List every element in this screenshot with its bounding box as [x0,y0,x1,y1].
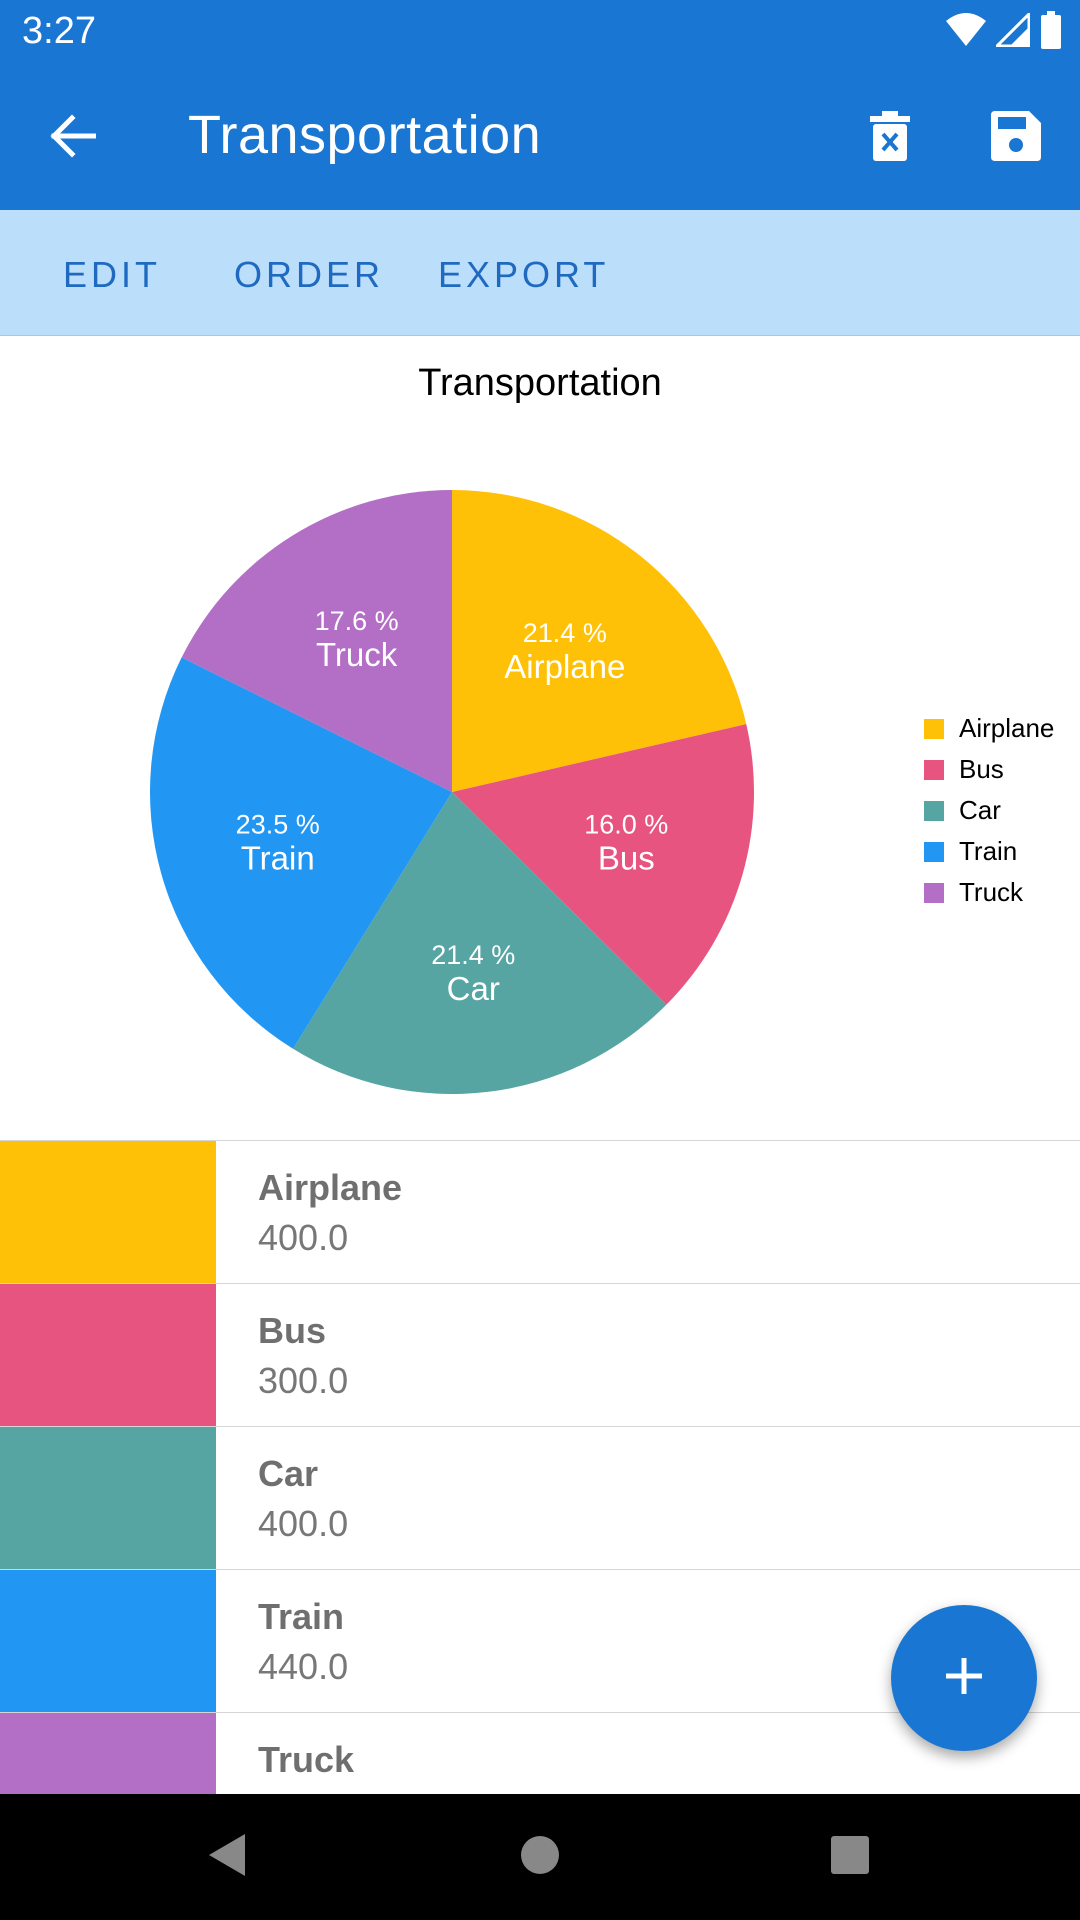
tab-edit[interactable]: EDIT [63,254,162,295]
save-button[interactable] [978,100,1054,176]
item-value: 300.0 [258,1360,349,1401]
item-name: Train [258,1596,345,1637]
nav-recent-icon [830,1835,870,1880]
legend-swatch [924,759,944,780]
signal-icon [993,9,1031,52]
legend-label: Bus [959,754,1004,784]
arrow-left-icon [48,113,97,163]
chart-area: Transportation 21.4 % Airplane 16.0 % Bus 21… [0,336,1080,1140]
chart-legend: Airplane Bus Car Train Truck [924,708,1054,913]
item-name: Car [258,1453,319,1494]
legend-label: Truck [959,877,1024,907]
slice-name-label: Bus [598,840,655,877]
status-bar: 3:27 [0,0,1080,64]
legend-swatch [924,882,944,903]
legend-swatch [924,841,944,862]
delete-icon [870,110,910,166]
pie-slice-truck[interactable] [181,490,452,792]
slice-name-label: Airplane [504,648,625,685]
pie-slice-bus[interactable] [452,724,754,1005]
nav-home-icon [520,1835,560,1880]
app-bar: Transportation [0,64,1080,210]
legend-label: Airplane [959,713,1055,743]
legend-item: Airplane [924,708,1054,749]
legend-item: Bus [924,749,1054,790]
legend-swatch [924,800,944,821]
status-icons [946,9,1062,54]
color-swatch [0,1141,216,1283]
data-list: Airplane 400.0 Bus 300.0 Car 400.0 Train 440.0 T… [0,1140,1080,1855]
list-item[interactable]: Bus 300.0 [0,1283,1080,1426]
page-title: Transportation [188,105,542,165]
battery-icon [1040,10,1062,54]
slice-percent-label: 23.5 % [236,810,320,840]
nav-home-button[interactable] [505,1822,575,1892]
legend-item: Truck [924,872,1054,913]
tab-order[interactable]: ORDER [234,254,385,295]
slice-name-label: Train [241,840,315,877]
item-value: 400.0 [258,1503,349,1544]
plus-icon [944,1656,984,1701]
slice-percent-label: 17.6 % [315,606,399,636]
legend-item: Car [924,790,1054,831]
tab-bar: EDIT ORDER EXPORT [0,210,1080,336]
pie-slice-train[interactable] [149,657,452,1049]
system-nav-bar [0,1794,1080,1920]
item-name: Airplane [258,1167,403,1208]
color-swatch [0,1284,216,1426]
color-swatch [0,1427,216,1569]
legend-label: Car [959,795,1001,825]
legend-label: Train [959,836,1018,866]
nav-back-icon [207,1832,247,1883]
slice-percent-label: 21.4 % [523,618,607,648]
nav-recent-button[interactable] [815,1822,885,1892]
add-item-button[interactable] [891,1605,1037,1751]
list-item[interactable]: Airplane 400.0 [0,1140,1080,1283]
color-swatch [0,1570,216,1712]
slice-name-label: Truck [316,636,398,673]
pie-slice-car[interactable] [293,792,667,1094]
item-value: 440.0 [258,1646,349,1687]
item-name: Truck [258,1739,355,1780]
list-item[interactable]: Car 400.0 [0,1426,1080,1569]
item-value: 400.0 [258,1217,349,1258]
pie-slice-airplane[interactable] [452,490,747,792]
legend-item: Train [924,831,1054,872]
save-icon [991,110,1041,166]
item-name: Bus [258,1310,327,1351]
delete-button[interactable] [852,100,928,176]
status-time: 3:27 [22,10,96,52]
legend-swatch [924,718,944,739]
tab-export[interactable]: EXPORT [438,254,610,295]
chart-title: Transportation [418,362,662,404]
back-button[interactable] [36,102,108,174]
wifi-icon [946,12,986,52]
slice-percent-label: 16.0 % [584,810,668,840]
slice-percent-label: 21.4 % [431,940,515,970]
slice-name-label: Car [447,970,500,1007]
nav-back-button[interactable] [192,1822,262,1892]
